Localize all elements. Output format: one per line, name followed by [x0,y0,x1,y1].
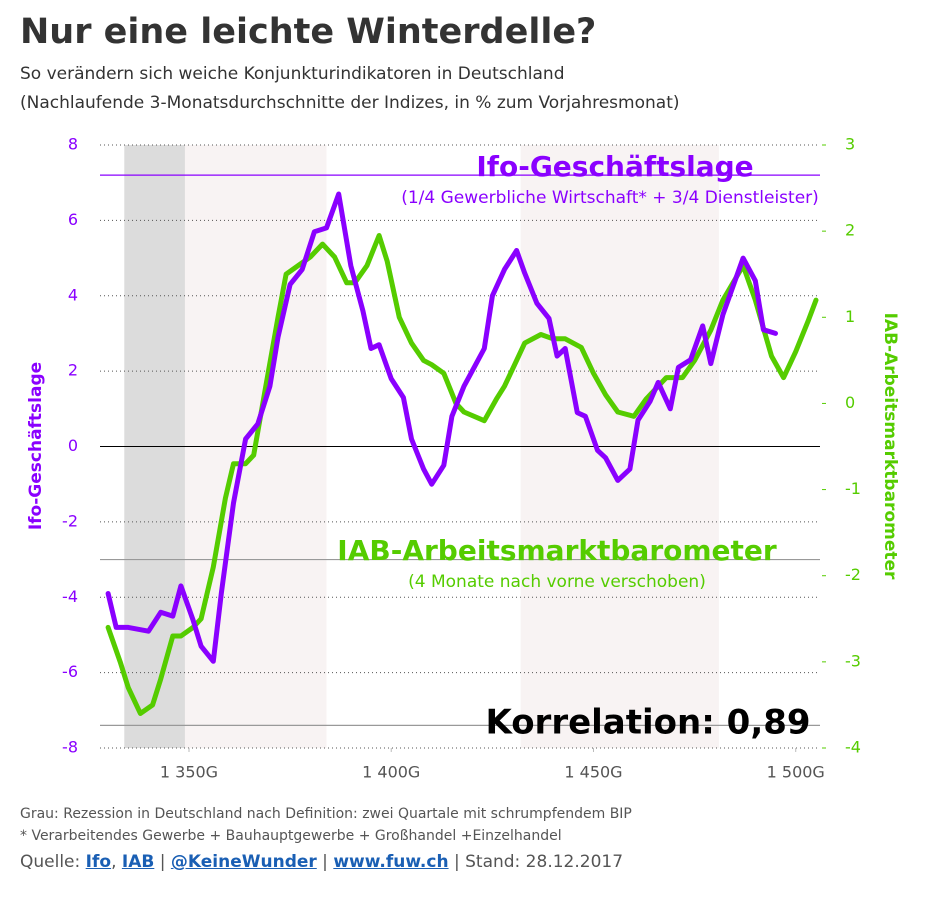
source-text: | [316,852,334,872]
y-tick-label: -8 [62,738,78,757]
y2-axis-label: IAB-Arbeitsmarktbarometer [880,313,900,580]
source-line: Quelle: Ifo, IAB | @KeineWunder | www.fu… [20,852,623,872]
y2-tick-label: -3 [845,651,861,670]
y-tick-label: -4 [62,587,78,606]
series-line [105,191,778,664]
y2-tick-label: 1 [845,307,855,326]
source-link[interactable]: www.fuw.ch [333,852,449,872]
annotation: IAB-Arbeitsmarktbarometer [337,534,777,567]
footnote: * Verarbeitendes Gewerbe + Bauhauptgewer… [20,828,562,844]
chart-subtitle: (Nachlaufende 3-Monatsdurchschnitte der … [20,93,680,113]
y2-tick-label: -4 [845,738,861,757]
x-tick-label: 1 350G [160,763,218,782]
source-text: | [154,852,171,872]
y-tick-label: 6 [68,210,78,229]
y2-tick-label: -1 [845,479,861,498]
x-tick-label: 1 400G [362,763,420,782]
y-tick-label: 2 [68,361,78,380]
y-tick-label: 0 [68,436,78,455]
source-text: | Stand: 28.12.2017 [448,852,624,872]
x-tick-label: 1 450G [564,763,622,782]
y-tick-label: -6 [62,662,78,681]
x-tick-label: 1 500G [767,763,825,782]
y-tick-label: 4 [68,285,78,304]
source-link[interactable]: Ifo [85,852,112,872]
annotation: (1/4 Gewerbliche Wirtschaft* + 3/4 Diens… [401,188,819,208]
y2-tick-label: -2 [845,565,861,584]
annotation: Korrelation: 0,89 [485,703,810,743]
y-tick-label: 8 [68,135,78,154]
annotation: Ifo-Geschäftslage [476,150,753,183]
y-tick-label: -2 [62,511,78,530]
y2-tick-label: 3 [845,135,855,154]
source-link[interactable]: IAB [121,852,155,872]
plot-area: 8 6 4 2 0 -2 -4 -6 -8 3 2 1 0 -1 -2 -3 -4 1 350G 1 400G 1 4… [62,135,861,782]
source-link[interactable]: @KeineWunder [170,852,317,872]
y2-tick-label: 2 [845,221,855,240]
source-text: Quelle: [20,852,86,872]
chart-subtitle: So verändern sich weiche Konjunkturindik… [20,64,564,84]
annotation: (4 Monate nach vorne verschoben) [408,572,706,592]
chart-title: Nur eine leichte Winterdelle? [20,12,596,52]
y-axis-label: Ifo-Geschäftslage [26,362,46,530]
series-line [105,233,819,716]
footnote: Grau: Rezession in Deutschland nach Defi… [20,806,632,822]
y2-tick-label: 0 [845,393,855,412]
source-text: , [111,852,122,872]
